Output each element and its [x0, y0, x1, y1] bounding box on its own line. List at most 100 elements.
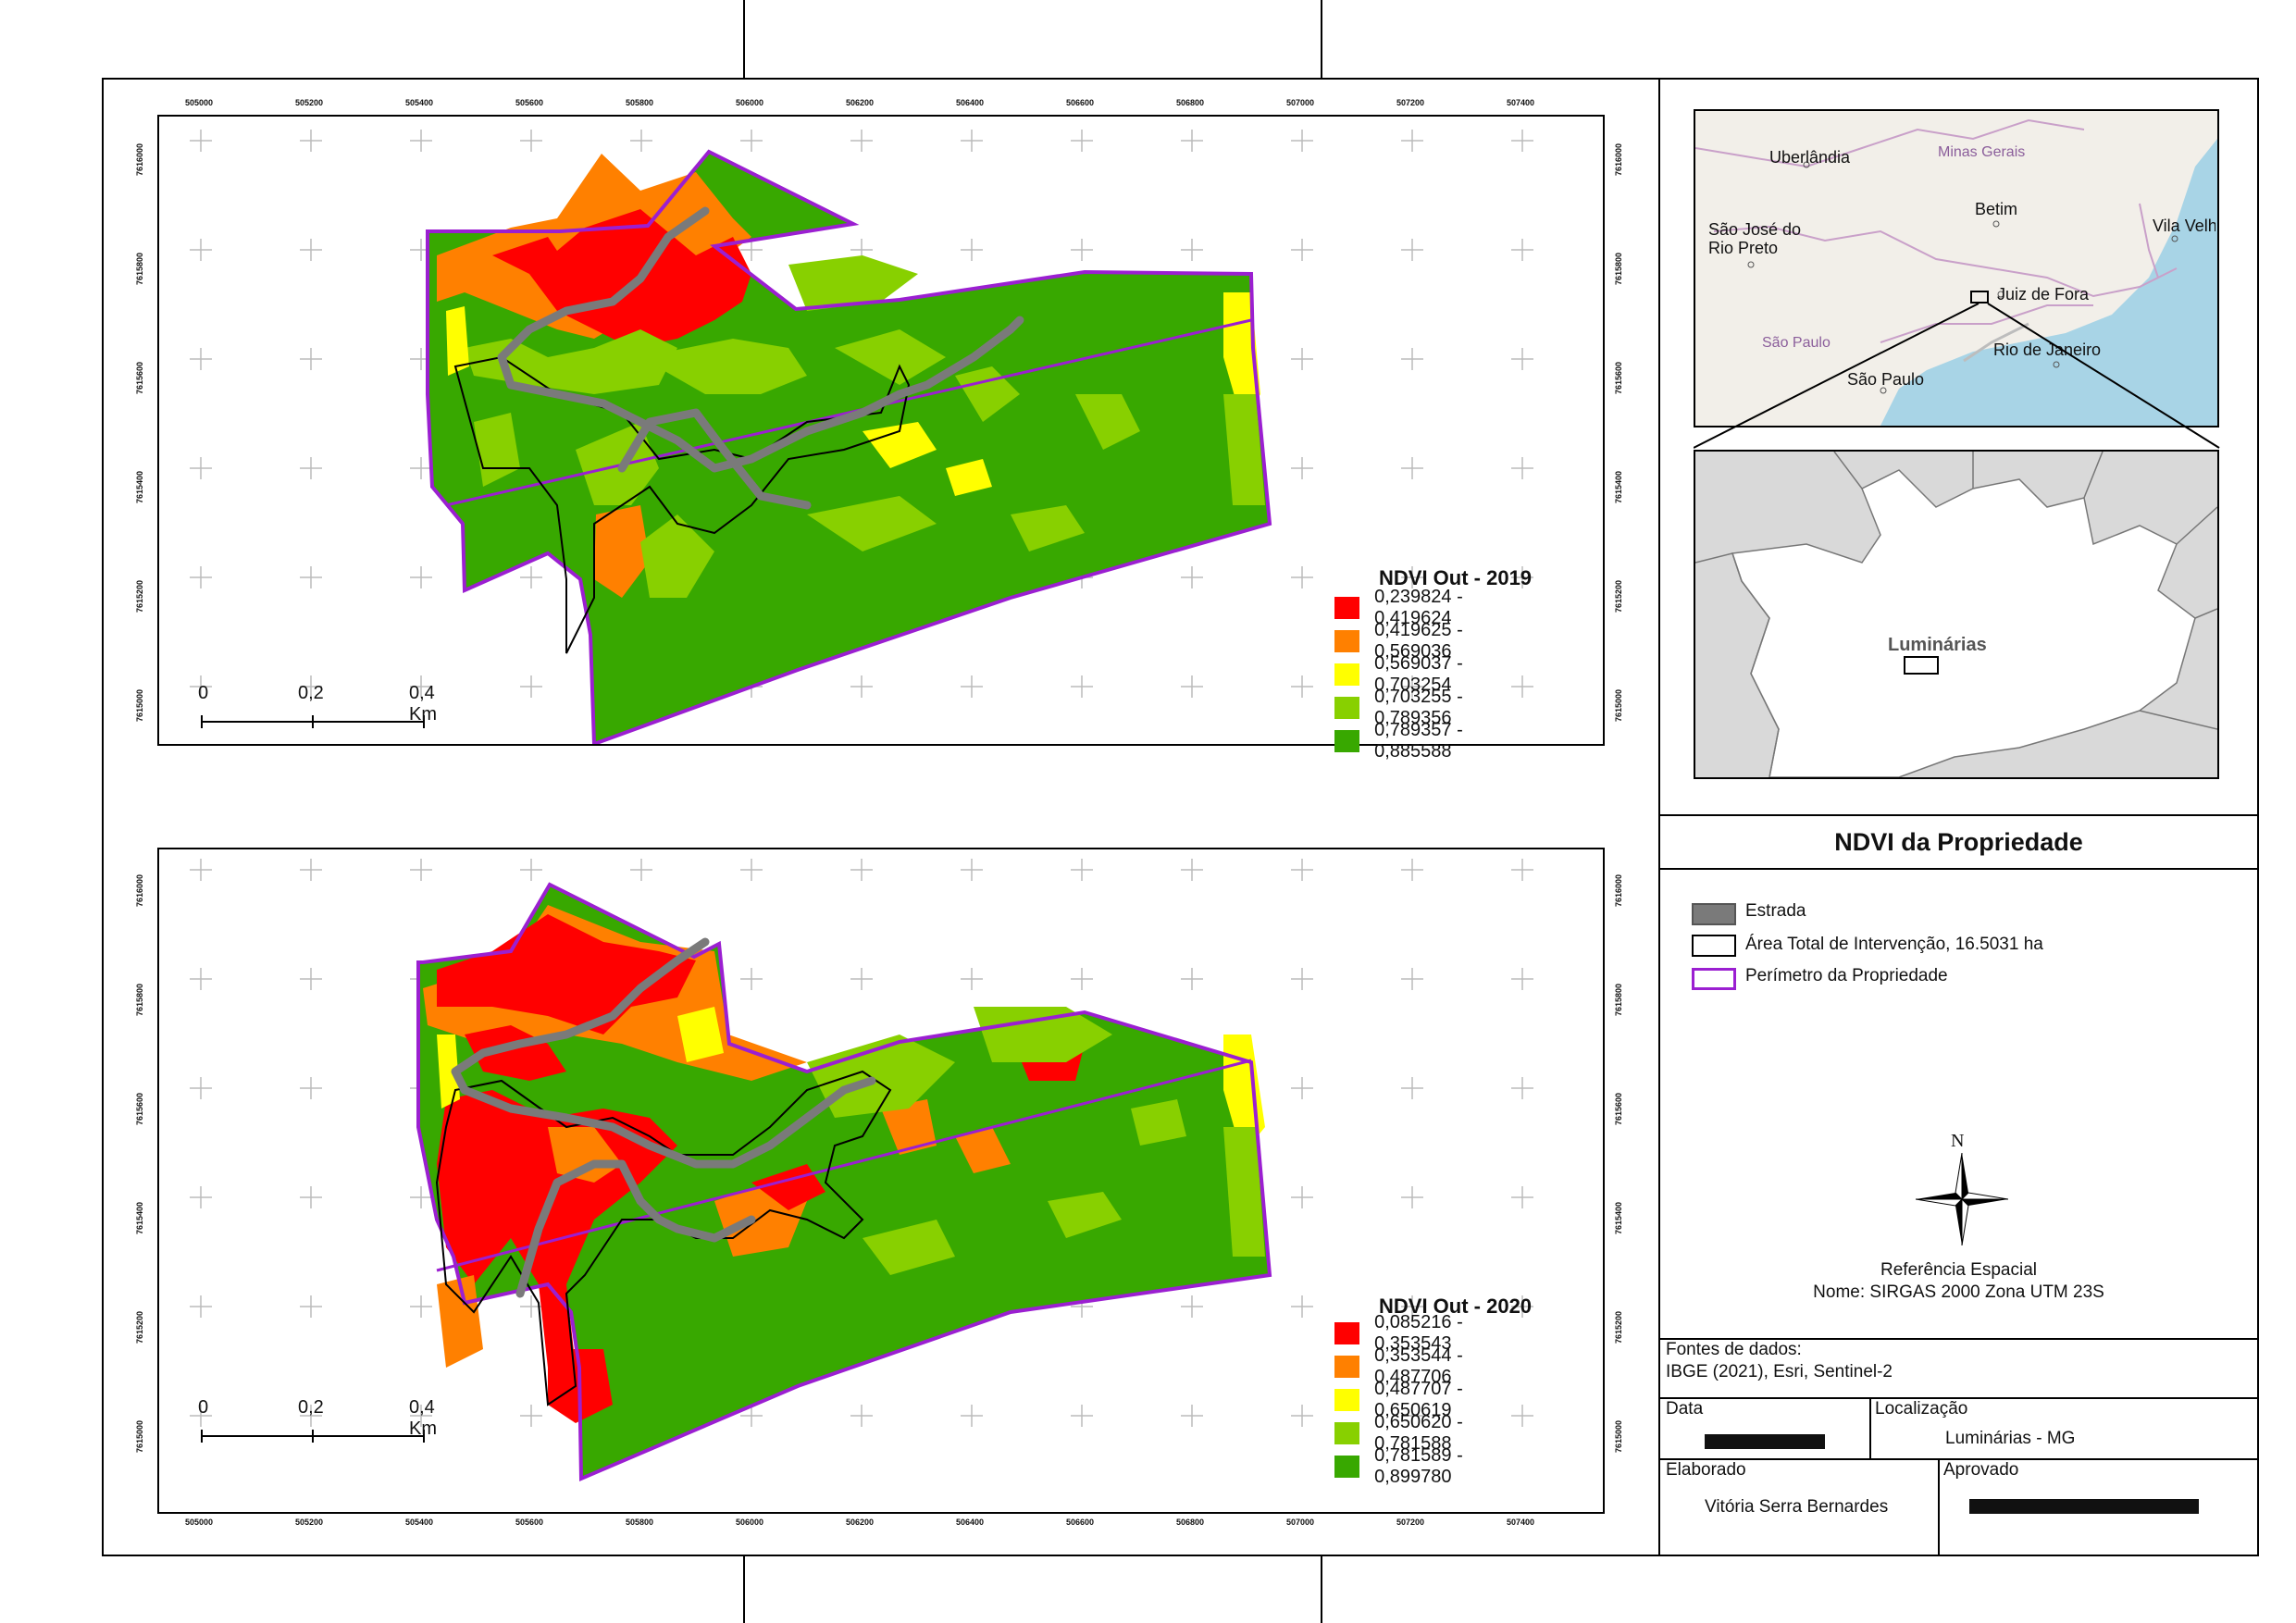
info-vline-2 — [1938, 1458, 1940, 1556]
intervention-area-line-2019 — [445, 318, 1252, 507]
legend-row: 0,239824 - 0,419624 — [1334, 587, 1471, 628]
layout-title: NDVI da Propriedade — [1834, 828, 2083, 856]
coordinate-label: 506800 — [1176, 1518, 1205, 1527]
legend-row: 0,487707 - 0,650619 — [1334, 1379, 1471, 1420]
state-minas: Minas Gerais — [1938, 144, 2026, 160]
coordinate-label: 505400 — [405, 1518, 434, 1527]
legend-swatch — [1334, 697, 1360, 719]
legend-swatch — [1334, 630, 1360, 652]
coordinate-label: 507000 — [1286, 98, 1315, 107]
coordinate-label: 7615600 — [135, 1092, 144, 1125]
coordinate-label: 7615400 — [1614, 1201, 1623, 1234]
legend-swatch — [1334, 1389, 1360, 1411]
legend-swatch — [1334, 663, 1360, 686]
locator-label: Luminárias — [1888, 635, 1987, 655]
coordinate-label: 505800 — [626, 1518, 654, 1527]
coordinate-label: 505200 — [295, 1518, 324, 1527]
coordinate-label: 7616000 — [1614, 142, 1623, 176]
cut-line-right-top — [1321, 0, 1322, 78]
info-vline-1 — [1869, 1397, 1871, 1458]
coordinate-label: 505000 — [185, 1518, 214, 1527]
coordinate-label: 505800 — [626, 98, 654, 107]
coordinate-label: 506600 — [1066, 98, 1095, 107]
coordinate-label: 7615800 — [1614, 983, 1623, 1016]
coordinate-label: 7615000 — [1614, 688, 1623, 722]
coordinate-label: 7615800 — [135, 983, 144, 1016]
inset-regional-map — [1695, 111, 2217, 426]
right-panel-divider — [1658, 78, 1660, 1556]
coordinate-label: 507000 — [1286, 1518, 1315, 1527]
area-legend-label: Área Total de Intervenção, 16.5031 ha — [1745, 935, 2043, 954]
legend-swatch — [1334, 1322, 1360, 1344]
legend-title-2019: NDVI Out - 2019 — [1379, 566, 1533, 589]
coordinate-label: 506800 — [1176, 98, 1205, 107]
legend-label: 0,789357 - 0,885588 — [1374, 720, 1463, 762]
coordinate-label: 505200 — [295, 98, 324, 107]
coordinate-label: 506000 — [736, 1518, 764, 1527]
author-value: Vitória Serra Bernardes — [1705, 1497, 1889, 1517]
legend-row: 0,650620 - 0,781588 — [1334, 1412, 1471, 1454]
legend-row: 0,703255 - 0,789356 — [1334, 687, 1471, 728]
road-2020 — [451, 937, 876, 1169]
coordinate-label: 7615600 — [1614, 1092, 1623, 1125]
legend-swatch — [1334, 1356, 1360, 1378]
coordinate-label: 506400 — [956, 1518, 985, 1527]
coordinate-label: 7615000 — [135, 688, 144, 722]
cut-line-left-top — [743, 0, 745, 78]
property-perimeter-2019 — [426, 149, 1272, 744]
coordinate-label: 507200 — [1396, 98, 1425, 107]
intervention-area-2019 — [453, 355, 911, 654]
coordinate-label: 505000 — [185, 98, 214, 107]
author-label: Elaborado — [1666, 1460, 1746, 1480]
legend-row: 0,085216 - 0,353543 — [1334, 1312, 1471, 1354]
ndvi-patches-2020 — [423, 905, 1265, 1423]
ref-title: Referência Espacial — [1880, 1260, 2037, 1280]
coordinate-label: 507200 — [1396, 1518, 1425, 1527]
scale-bar-2020: 0 0,2 0,4 Km — [194, 1397, 437, 1450]
coordinate-label: 7615400 — [135, 470, 144, 503]
coordinate-label: 7615200 — [1614, 579, 1623, 613]
property-perimeter-2020 — [416, 882, 1272, 1482]
legend-row: 0,353544 - 0,487706 — [1334, 1345, 1471, 1387]
coordinate-label: 7615000 — [1614, 1419, 1623, 1453]
scale-line — [201, 1430, 425, 1443]
scale-bar-2019: 0 0,2 0,4 Km — [194, 683, 437, 736]
info-line-2 — [1658, 1397, 2259, 1399]
coordinate-label: 507400 — [1507, 98, 1535, 107]
coordinate-label: 7615200 — [135, 579, 144, 613]
legend-label: 0,487707 - 0,650619 — [1374, 1379, 1463, 1420]
title-line-top — [1658, 814, 2259, 816]
coordinate-label: 7615800 — [135, 252, 144, 285]
scale-label-02: 0,2 — [298, 683, 324, 703]
legend-label: 0,085216 - 0,353543 — [1374, 1312, 1463, 1354]
coordinate-label: 506200 — [846, 1518, 875, 1527]
scale-label-02: 0,2 — [298, 1397, 324, 1418]
road-legend-label: Estrada — [1745, 901, 1806, 921]
info-line-1 — [1658, 1338, 2259, 1340]
legend-swatch — [1334, 597, 1360, 619]
city-betim: Betim — [1975, 200, 2018, 218]
perimeter-legend-swatch — [1692, 968, 1736, 990]
scale-line — [201, 715, 425, 728]
city-uberlandia: Uberlândia — [1769, 148, 1851, 167]
cut-line-left-bottom — [743, 1555, 745, 1623]
legend-swatch — [1334, 1422, 1360, 1444]
legend-swatch — [1334, 730, 1360, 752]
coordinate-label: 7615400 — [1614, 470, 1623, 503]
state-sao-paulo: São Paulo — [1762, 335, 1831, 351]
map-2020 — [190, 859, 1533, 1482]
coordinate-label: 7615800 — [1614, 252, 1623, 285]
coordinate-label: 7615000 — [135, 1419, 144, 1453]
city-vila-velha: Vila Velha — [2153, 217, 2215, 235]
location-value: Luminárias - MG — [1945, 1429, 2076, 1448]
scale-label-04: 0,4 Km — [409, 1397, 437, 1439]
north-label: N — [1951, 1131, 1965, 1151]
coordinate-label: 7616000 — [135, 873, 144, 907]
inset-map-frame — [1694, 109, 2219, 427]
coordinate-label: 7615600 — [1614, 361, 1623, 394]
coordinate-label: 7615200 — [1614, 1310, 1623, 1344]
coordinate-label: 506400 — [956, 98, 985, 107]
coordinate-label: 7615600 — [135, 361, 144, 394]
sources-text: IBGE (2021), Esri, Sentinel-2 — [1666, 1362, 1893, 1381]
legend-label: 0,650620 - 0,781588 — [1374, 1412, 1463, 1454]
